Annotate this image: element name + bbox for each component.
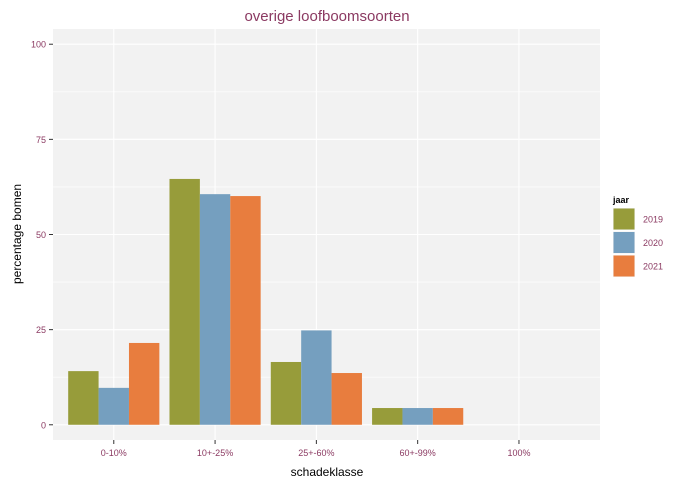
bars (68, 178, 464, 425)
y-axis-label: percentage bomen (10, 184, 24, 284)
x-tick-label: 10+-25% (197, 448, 233, 458)
legend-key-2020 (613, 232, 635, 253)
bar-2021-60+-99% (432, 408, 464, 425)
legend-label-2019: 2019 (643, 215, 663, 225)
bar-2021-0-10% (128, 342, 160, 425)
x-axis: 0-10% 10+-25% 25+-60% 60+-99% 100% (101, 440, 530, 458)
x-tick-label: 100% (507, 448, 530, 458)
bar-2020-10+-25% (199, 194, 231, 425)
legend-key-2021 (613, 255, 635, 277)
y-axis: 0 25 50 75 100 (31, 40, 53, 430)
legend-label-2020: 2020 (643, 238, 663, 248)
bar-2020-0-10% (98, 387, 129, 425)
bar-2020-25+-60% (301, 330, 332, 425)
bar-2021-10+-25% (230, 196, 261, 425)
y-tick-label: 75 (36, 135, 46, 145)
bar-2019-60+-99% (372, 408, 403, 425)
legend: jaar 2019 2020 2021 (612, 195, 663, 277)
bar-2020-60+-99% (402, 408, 433, 425)
y-tick-label: 25 (36, 325, 46, 335)
x-tick-label: 25+-60% (298, 448, 334, 458)
bar-2019-10+-25% (169, 178, 200, 425)
x-tick-label: 60+-99% (400, 448, 436, 458)
y-tick-label: 50 (36, 230, 46, 240)
y-tick-label: 100 (31, 40, 46, 50)
x-tick-label: 0-10% (101, 448, 127, 458)
chart-title: overige loofboomsoorten (244, 8, 409, 25)
bar-2019-0-10% (68, 371, 99, 425)
bar-2021-25+-60% (331, 373, 362, 425)
bar-2019-25+-60% (270, 361, 302, 425)
legend-label-2021: 2021 (643, 262, 663, 272)
x-axis-label: schadeklasse (291, 465, 364, 479)
legend-title: jaar (612, 195, 630, 205)
y-tick-label: 0 (41, 420, 46, 430)
legend-key-2019 (613, 208, 635, 230)
